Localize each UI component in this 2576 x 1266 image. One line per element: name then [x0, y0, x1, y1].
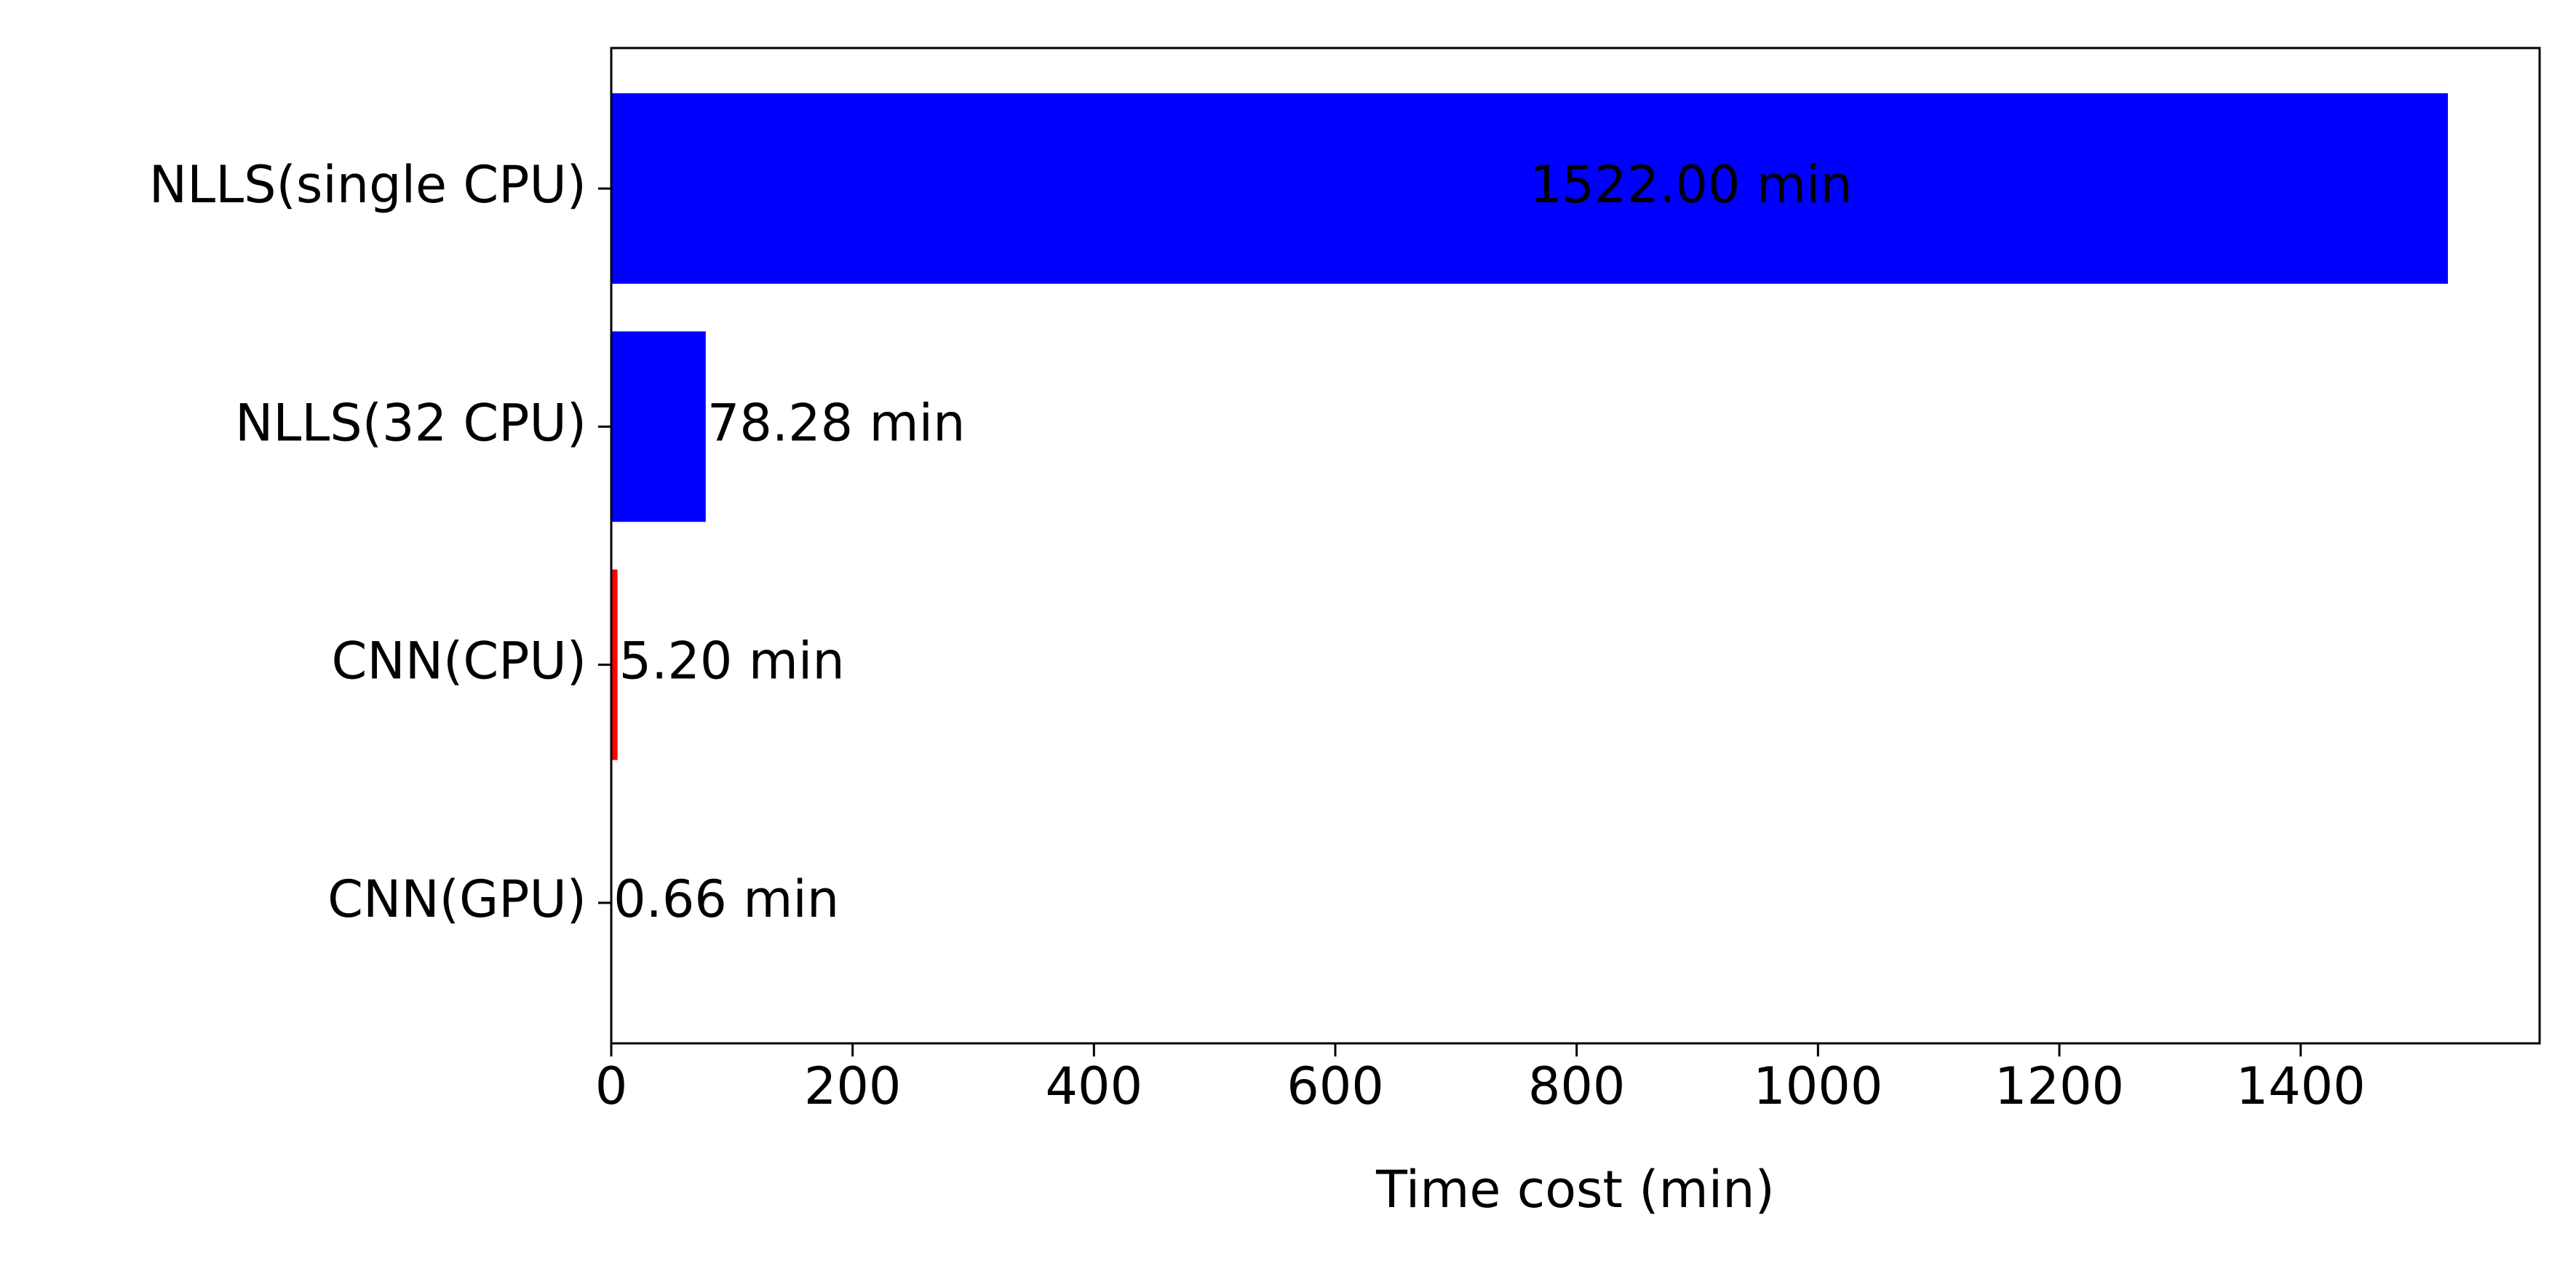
x-tick-label: 200 [804, 1056, 902, 1116]
x-axis-label: Time cost (min) [1375, 1160, 1775, 1219]
x-tick-label: 800 [1528, 1056, 1626, 1116]
x-tick-label: 1000 [1753, 1056, 1883, 1116]
x-tick-label: 1400 [2236, 1056, 2366, 1116]
x-tick-label: 400 [1046, 1056, 1143, 1116]
y-tick-label: NLLS(single CPU) [149, 155, 587, 215]
y-tick-label: CNN(GPU) [327, 869, 587, 929]
y-tick-label: NLLS(32 CPU) [235, 393, 587, 453]
value-label: 5.20 min [619, 632, 845, 691]
value-label: 0.66 min [613, 869, 839, 929]
bar [611, 569, 618, 760]
bar [611, 93, 2448, 284]
x-tick-label: 1200 [1995, 1056, 2124, 1116]
x-tick-label: 0 [595, 1056, 628, 1116]
bar [611, 331, 706, 522]
value-label: 78.28 min [707, 393, 966, 453]
plot-frame [610, 47, 2541, 1045]
y-tick-label: CNN(CPU) [331, 632, 587, 691]
x-tick-label: 600 [1287, 1056, 1384, 1116]
value-label: 1522.00 min [1530, 155, 1853, 215]
